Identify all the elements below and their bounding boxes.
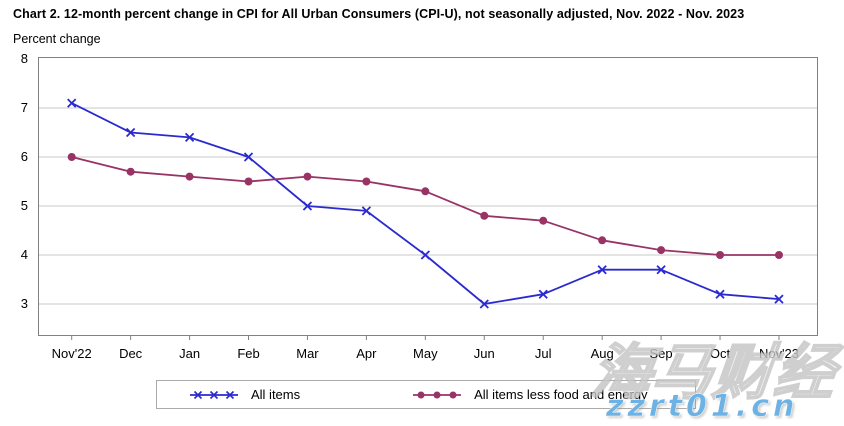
marker-circle bbox=[598, 236, 607, 245]
x-axis-label-9: Aug bbox=[590, 346, 614, 361]
y-axis-label-4: 4 bbox=[20, 247, 28, 262]
marker-circle bbox=[480, 211, 489, 220]
marker-circle bbox=[774, 251, 783, 259]
x-axis-label-11: Oct bbox=[709, 346, 731, 361]
legend-sample-marker-x bbox=[209, 390, 219, 399]
marker-x bbox=[420, 250, 430, 260]
legend-sample-marker-circle bbox=[433, 391, 441, 398]
x-axis-label-2: Jan bbox=[179, 346, 201, 361]
marker-circle bbox=[126, 167, 135, 176]
marker-circle bbox=[185, 172, 194, 181]
legend-sample-marker-x bbox=[193, 390, 203, 399]
y-axis-label-8: 8 bbox=[20, 51, 28, 66]
legend-label: All items bbox=[251, 387, 301, 402]
legend-sample-marker-circle bbox=[417, 391, 425, 398]
y-axis-label-5: 5 bbox=[20, 198, 28, 213]
legend-item-all-items-less-food-and-energy: All items less food and energy bbox=[412, 387, 648, 402]
plot-border bbox=[38, 57, 818, 336]
marker-x bbox=[126, 127, 136, 138]
marker-x bbox=[538, 289, 548, 299]
plot-area bbox=[38, 57, 818, 340]
marker-x bbox=[597, 265, 607, 275]
y-axis-label-6: 6 bbox=[20, 149, 28, 164]
marker-x bbox=[715, 289, 725, 299]
legend-sample-all-items-less-food-and-energy bbox=[413, 391, 462, 398]
marker-x bbox=[479, 299, 489, 309]
x-axis-label-0: Nov'22 bbox=[51, 346, 92, 361]
x-axis-label-12: Nov'23 bbox=[758, 346, 799, 361]
x-axis-label-5: Apr bbox=[356, 346, 377, 361]
marker-x bbox=[656, 265, 666, 275]
legend-label: All items less food and energy bbox=[474, 387, 648, 402]
marker-circle bbox=[362, 177, 371, 186]
chart-title: Chart 2. 12-month percent change in CPI … bbox=[13, 7, 745, 21]
marker-circle bbox=[303, 172, 312, 181]
y-axis-label-7: 7 bbox=[20, 100, 28, 115]
legend-sample-all-items bbox=[190, 390, 238, 399]
marker-x bbox=[67, 98, 77, 108]
x-axis-label-6: May bbox=[413, 346, 438, 361]
legend-sample-marker-circle bbox=[449, 391, 457, 398]
marker-x bbox=[302, 201, 313, 211]
legend-item-all-items: All items bbox=[189, 387, 300, 402]
y-axis-title: Percent change bbox=[13, 32, 101, 46]
y-axis-label-3: 3 bbox=[20, 296, 28, 311]
marker-x bbox=[184, 132, 195, 143]
marker-x bbox=[774, 294, 784, 304]
x-axis-label-4: Mar bbox=[296, 346, 319, 361]
x-axis-label-8: Jul bbox=[534, 346, 552, 361]
x-axis-label-3: Feb bbox=[237, 346, 260, 361]
x-axis-label-1: Dec bbox=[119, 346, 143, 361]
marker-x bbox=[361, 206, 372, 216]
x-axis-label-7: Jun bbox=[473, 346, 495, 361]
marker-circle bbox=[539, 216, 548, 225]
marker-x bbox=[243, 152, 254, 162]
marker-circle bbox=[657, 246, 666, 255]
legend: All items All items less food and energy bbox=[156, 380, 696, 409]
marker-circle bbox=[716, 251, 725, 259]
x-axis-label-10: Sep bbox=[649, 346, 673, 361]
legend-sample-marker-x bbox=[225, 390, 235, 399]
marker-circle bbox=[421, 187, 430, 196]
marker-circle bbox=[67, 153, 76, 161]
marker-circle bbox=[244, 177, 253, 186]
